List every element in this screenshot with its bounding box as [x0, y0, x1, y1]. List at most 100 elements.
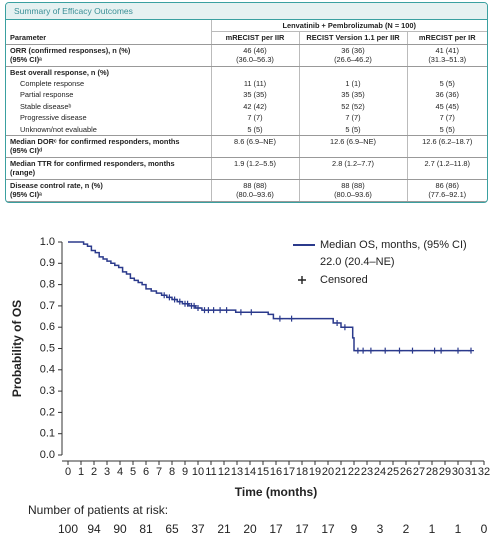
censor-mark — [248, 309, 255, 316]
risk-count: 9 — [351, 522, 358, 536]
risk-count: 81 — [139, 522, 153, 536]
row-label: Partial response — [20, 90, 74, 100]
censor-mark — [176, 298, 183, 305]
row-label: Stable diseaseᵇ — [20, 101, 72, 111]
cell-line: 86 (86) — [435, 180, 459, 190]
risk-count: 20 — [243, 522, 257, 536]
x-tick-label: 16 — [270, 466, 282, 478]
table-row: Best overall response, n (%) — [6, 66, 487, 79]
censor-mark — [161, 292, 168, 299]
efficacy-table: Summary of Efficacy Outcomes Parameter L… — [5, 2, 488, 203]
cell-line: 46 (46) — [243, 45, 267, 55]
x-tick-label: 25 — [387, 466, 399, 478]
cell-line: 41 (41) — [435, 45, 459, 55]
x-tick-label: 26 — [400, 466, 412, 478]
y-tick-label: 0.3 — [40, 385, 55, 397]
x-tick-label: 30 — [452, 466, 464, 478]
table-cell: 88 (88) (80.0–93.6) — [210, 179, 299, 202]
risk-count: 94 — [87, 522, 101, 536]
censor-mark — [171, 296, 178, 303]
x-tick-label: 4 — [117, 466, 123, 478]
row-label-line: Disease control rate, n (%) — [10, 180, 103, 190]
table-cell: 5 (5) — [298, 123, 407, 137]
table-cell: 5 (5) — [406, 78, 487, 90]
x-tick-label: 24 — [374, 466, 386, 478]
row-label-line: (95% CI)ᵃ — [10, 55, 42, 65]
table-row: Disease control rate, n (%) (95% CI)ᵃ 88 (… — [6, 179, 487, 202]
x-tick-label: 11 — [205, 466, 216, 478]
row-label-line: ORR (confirmed responses), n (%) — [10, 45, 131, 55]
table-row: Unknown/not evaluable 5 (5) 5 (5) 5 (5) — [6, 123, 487, 137]
row-label-line: (95% CI)ᵈ — [10, 146, 43, 156]
y-axis-label: Probability of OS — [10, 300, 24, 397]
table-row: Stable diseaseᵇ 42 (42) 52 (52) 45 (45) — [6, 100, 487, 113]
y-tick-label: 0.0 — [40, 449, 55, 461]
risk-count: 21 — [217, 522, 231, 536]
table-row: Partial response 35 (35) 35 (35) 36 (36) — [6, 89, 487, 101]
cell-line: 8.6 (6.9–NE) — [234, 137, 276, 147]
risk-count: 37 — [191, 522, 205, 536]
table-cell: 35 (35) — [298, 89, 407, 101]
risk-count: 1 — [455, 522, 462, 536]
censor-mark — [334, 319, 341, 326]
x-tick-label: 8 — [169, 466, 175, 478]
annotation: 22.0 (20.4–NE) — [320, 256, 395, 268]
y-tick-label: 0.1 — [40, 428, 55, 440]
censor-mark — [431, 347, 438, 354]
censor-mark — [367, 347, 374, 354]
cell-line: 12.6 (6.9–NE) — [329, 137, 376, 147]
x-tick-label: 28 — [426, 466, 438, 478]
censor-mark — [382, 347, 389, 354]
risk-count: 65 — [165, 522, 179, 536]
row-label: Disease control rate, n (%) (95% CI)ᵃ — [6, 179, 211, 202]
table-cell: 88 (88) (80.0–93.6) — [298, 179, 407, 202]
censor-mark — [455, 347, 461, 354]
column-header: RECIST Version 1.1 per IIR — [298, 31, 407, 45]
censor-mark — [438, 347, 445, 354]
x-tick-label: 12 — [218, 466, 230, 478]
risk-title: Number of patients at risk: — [28, 503, 168, 517]
x-tick-label: 29 — [439, 466, 451, 478]
row-label: Unknown/not evaluable — [6, 123, 211, 137]
legend-label: Median OS, months, (95% CI) — [320, 239, 467, 251]
x-tick-label: 32 — [478, 466, 490, 478]
column-header: mRECIST per IR — [406, 31, 487, 45]
censor-mark — [184, 300, 191, 307]
row-label: Progressive disease — [20, 113, 87, 123]
x-tick-label: 7 — [156, 466, 162, 478]
table-cell: 11 (11) — [210, 78, 299, 90]
column-header: mRECIST per IIR — [210, 31, 299, 45]
censor-mark — [276, 315, 283, 322]
x-tick-label: 9 — [182, 466, 188, 478]
x-tick-label: 21 — [335, 466, 347, 478]
x-tick-label: 27 — [413, 466, 425, 478]
table-cell: 7 (7) — [210, 112, 299, 124]
table-cell: 7 (7) — [298, 112, 407, 124]
censor-mark — [360, 347, 367, 354]
x-tick-label: 18 — [296, 466, 308, 478]
cell-line: 2.8 (1.2–7.7) — [332, 158, 374, 168]
cell-line: 36 (36) — [341, 45, 365, 55]
row-label-line: (range) — [10, 168, 36, 178]
y-tick-label: 0.4 — [40, 364, 55, 376]
table-cell — [210, 66, 299, 79]
table-cell: 2.7 (1.2–11.8) — [406, 157, 487, 180]
x-tick-label: 10 — [192, 466, 204, 478]
table-cell — [298, 66, 407, 79]
cell-line: (36.0–56.3) — [236, 55, 274, 65]
table-cell: 52 (52) — [298, 100, 407, 113]
y-tick-label: 0.8 — [40, 279, 55, 291]
x-tick-label: 23 — [361, 466, 373, 478]
x-tick-label: 3 — [104, 466, 110, 478]
row-label: Median DORᶜ for confirmed responders, mo… — [6, 135, 211, 158]
row-label-line: Best overall response, n (%) — [10, 67, 109, 77]
y-tick-label: 0.5 — [40, 342, 55, 354]
risk-count: 17 — [321, 522, 335, 536]
censor-mark — [237, 309, 244, 316]
censor-mark — [288, 315, 295, 322]
risk-count: 17 — [269, 522, 283, 536]
x-tick-label: 19 — [309, 466, 321, 478]
y-tick-label: 1.0 — [40, 236, 55, 248]
cell-line: (77.6–92.1) — [428, 190, 467, 200]
table-cell: 8.6 (6.9–NE) — [210, 135, 299, 158]
